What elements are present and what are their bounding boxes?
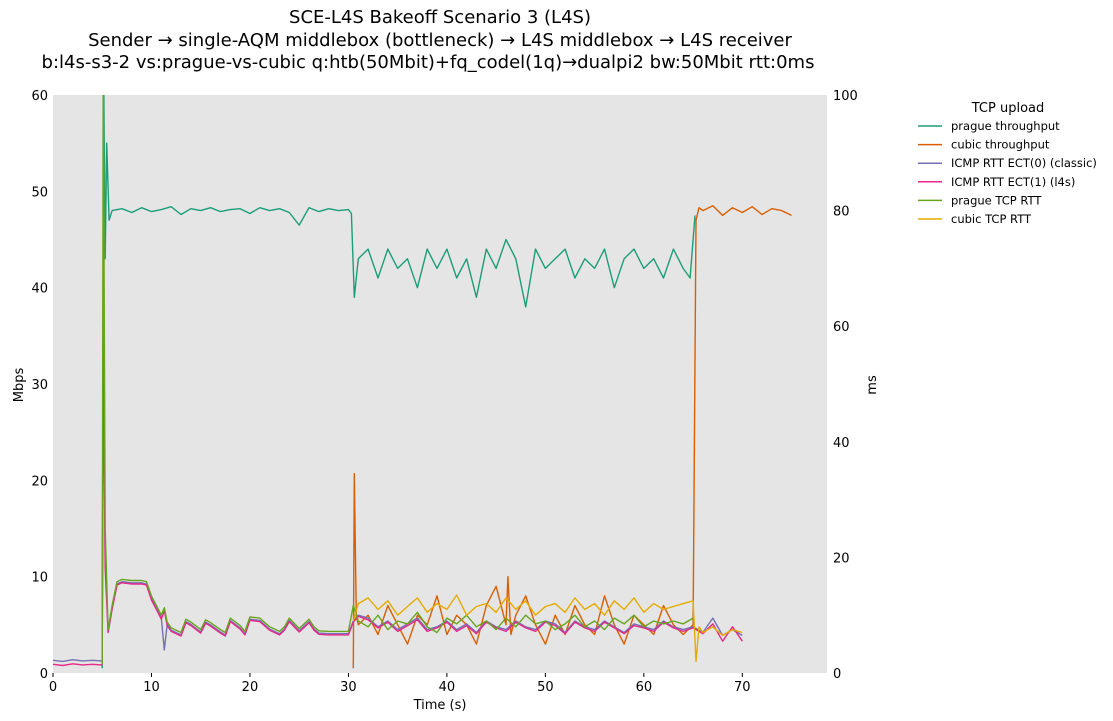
legend-label-prague-tcp-rtt: prague TCP RTT <box>951 193 1042 207</box>
y-tick-label: 40 <box>31 282 48 297</box>
x-tick-label: 60 <box>636 680 653 695</box>
y-tick-label: 50 <box>31 185 48 200</box>
legend-label-prague-throughput: prague throughput <box>951 119 1060 133</box>
legend-label-icmp-rtt-ect-1-l4s: ICMP RTT ECT(1) (l4s) <box>951 175 1075 189</box>
x-tick-label: 30 <box>340 680 357 695</box>
y-tick-label: 0 <box>40 667 48 682</box>
legend-label-cubic-tcp-rtt: cubic TCP RTT <box>951 212 1032 226</box>
legend-label-cubic-throughput: cubic throughput <box>951 138 1050 152</box>
y2-tick-label: 100 <box>833 89 858 104</box>
x-axis-label: Time (s) <box>413 698 467 713</box>
chart-title-line-3: b:l4s-s3-2 vs:prague-vs-cubic q:htb(50Mb… <box>42 52 815 73</box>
x-tick-label: 40 <box>439 680 456 695</box>
y-tick-label: 60 <box>31 89 48 104</box>
plot-area <box>53 95 827 673</box>
x-tick-label: 20 <box>242 680 259 695</box>
x-tick-label: 70 <box>734 680 751 695</box>
x-tick-label: 0 <box>49 680 57 695</box>
series-line-prague-throughput <box>101 95 696 669</box>
series-line-cubic-tcp-rtt <box>352 594 743 663</box>
chart-title-line-2: Sender → single-AQM middlebox (bottlenec… <box>88 30 792 51</box>
y-axis-label: Mbps <box>12 368 27 403</box>
y-tick-label: 20 <box>31 474 48 489</box>
y2-axis-label: ms <box>865 375 880 395</box>
x-tick-label: 50 <box>537 680 554 695</box>
series-lines <box>53 95 792 669</box>
legend-title: TCP upload <box>971 101 1045 116</box>
series-line-prague-tcp-rtt <box>101 95 694 665</box>
x-tick-label: 10 <box>143 680 160 695</box>
y2-tick-label: 40 <box>833 436 850 451</box>
legend: TCP upload prague throughput cubic throug… <box>918 101 1097 226</box>
legend-label-icmp-rtt-ect-0-classic: ICMP RTT ECT(0) (classic) <box>951 156 1097 170</box>
series-line-icmp-rtt-ect-0-classic <box>53 325 743 663</box>
y-tick-label: 10 <box>31 571 48 586</box>
series-line-icmp-rtt-ect-1-l4s <box>53 354 743 667</box>
y2-tick-label: 0 <box>833 667 841 682</box>
chart-title-line-1: SCE-L4S Bakeoff Scenario 3 (L4S) <box>289 7 591 28</box>
y2-tick-label: 80 <box>833 205 850 220</box>
axis-ticks: 0 10 20 30 40 50 60 70 0 10 20 30 40 50 60 0 20 40 60 80 100 <box>31 89 857 695</box>
y2-tick-label: 60 <box>833 320 850 335</box>
series-line-cubic-throughput <box>352 205 792 669</box>
y2-tick-label: 20 <box>833 551 850 566</box>
y-tick-label: 30 <box>31 378 48 393</box>
